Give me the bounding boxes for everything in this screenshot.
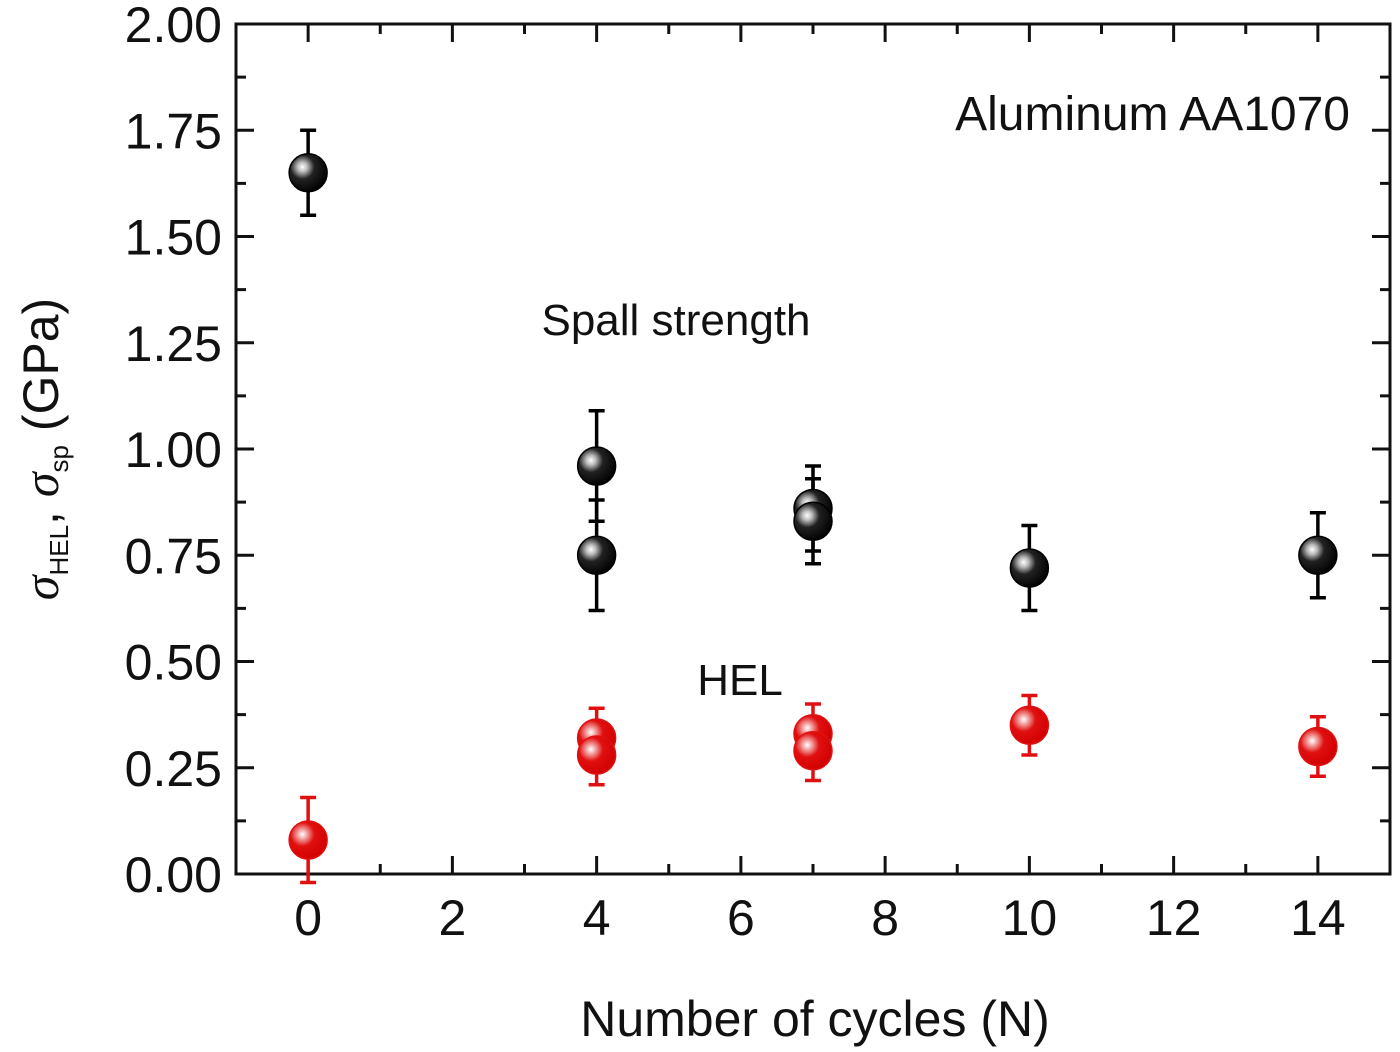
hel-point [793, 731, 833, 771]
hel-point [1009, 705, 1050, 745]
spall-strength-point [1009, 548, 1050, 588]
x-tick-label: 10 [1002, 890, 1058, 946]
y-axis-sep: , [13, 497, 69, 525]
hel-label: HEL [697, 656, 783, 705]
y-axis-title: σHEL, σsp (GPa) [13, 298, 74, 600]
x-tick-label: 4 [583, 890, 611, 946]
y-axis-tick-labels: 0.00 0.25 0.50 0.75 1.00 1.25 1.50 1.75 2.00 [125, 0, 222, 903]
spall-strength-point [576, 535, 617, 575]
y-tick-label: 0.50 [125, 635, 222, 691]
x-tick-label: 6 [727, 890, 755, 946]
y-tick-label: 1.00 [125, 422, 222, 478]
hel-point [576, 735, 617, 775]
y-tick-label: 2.00 [125, 0, 222, 53]
y-tick-label: 0.25 [125, 741, 222, 797]
y-axis-ticks [236, 22, 1390, 876]
y-axis-symbol-2: σ [13, 470, 69, 497]
y-axis-sub-hel: HEL [44, 525, 74, 576]
material-label: Aluminum AA1070 [955, 88, 1350, 141]
y-tick-label: 1.25 [125, 316, 222, 372]
x-tick-label: 8 [871, 890, 899, 946]
spall-strength-point [1298, 535, 1338, 575]
hel-point [288, 820, 328, 860]
spall-strength-point [288, 153, 328, 193]
y-axis-unit: (GPa) [13, 298, 69, 445]
spall-strength-point [576, 446, 617, 486]
y-axis-symbol-1: σ [13, 573, 69, 600]
x-tick-label: 2 [438, 890, 466, 946]
x-axis-ticks [234, 24, 1392, 874]
x-axis-title: Number of cycles (N) [580, 991, 1050, 1047]
hel-point [1298, 726, 1338, 767]
y-tick-label: 0.00 [125, 847, 222, 903]
y-axis-sub-sp: sp [44, 445, 74, 472]
x-tick-label: 14 [1290, 890, 1346, 946]
y-tick-label: 1.75 [125, 103, 222, 159]
spall-strength-label: Spall strength [541, 296, 810, 345]
x-tick-label: 12 [1146, 890, 1202, 946]
data-markers [288, 153, 1338, 860]
y-tick-label: 1.50 [125, 210, 222, 266]
y-tick-label: 0.75 [125, 528, 222, 584]
x-tick-label: 0 [294, 890, 322, 946]
spall-strength-point [793, 501, 833, 541]
x-axis-tick-labels: 0 2 4 6 8 10 12 14 [294, 890, 1345, 946]
